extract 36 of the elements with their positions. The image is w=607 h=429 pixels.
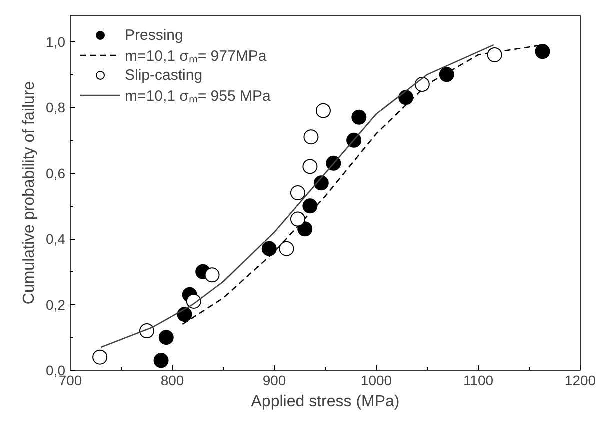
x-tick-label: 1100 [463,372,494,388]
point [535,44,550,60]
point [302,198,318,214]
point [177,307,192,322]
point [204,268,220,283]
point [154,353,169,368]
x-tick-label: 1200 [564,372,596,388]
legend-label: Pressing [125,26,184,44]
point [304,130,319,145]
y-tick-label: 0,6 [46,165,66,182]
x-tick-label: 800 [160,372,184,388]
x-tick-label: 900 [262,372,286,388]
point [439,67,454,82]
point [290,212,306,227]
y-tick-label: 0,8 [46,100,66,116]
y-tick-label: 1,0 [46,34,66,50]
point [262,241,277,256]
point [298,222,313,237]
y-tick-label: 0,4 [46,231,66,248]
point [487,47,502,62]
point [158,330,174,346]
point [92,350,108,365]
legend-label: m=10,1 σₘ= 955 MPa [125,87,271,105]
point [302,159,318,174]
point [316,103,331,118]
y-axis-title: Cumulative probability of failure [21,81,38,305]
x-axis-title: Applied stress (MPa) [251,394,400,410]
point [414,77,430,92]
y-tick-label: 0,2 [46,296,66,313]
legend-label: m=10,1 σₘ= 977MPa [125,47,267,65]
line-series [100,44,494,348]
legend-label: Slip-casting [125,66,203,84]
point [290,186,306,200]
point [352,110,367,125]
x-tick-label: 1000 [360,372,392,388]
point [279,241,294,256]
